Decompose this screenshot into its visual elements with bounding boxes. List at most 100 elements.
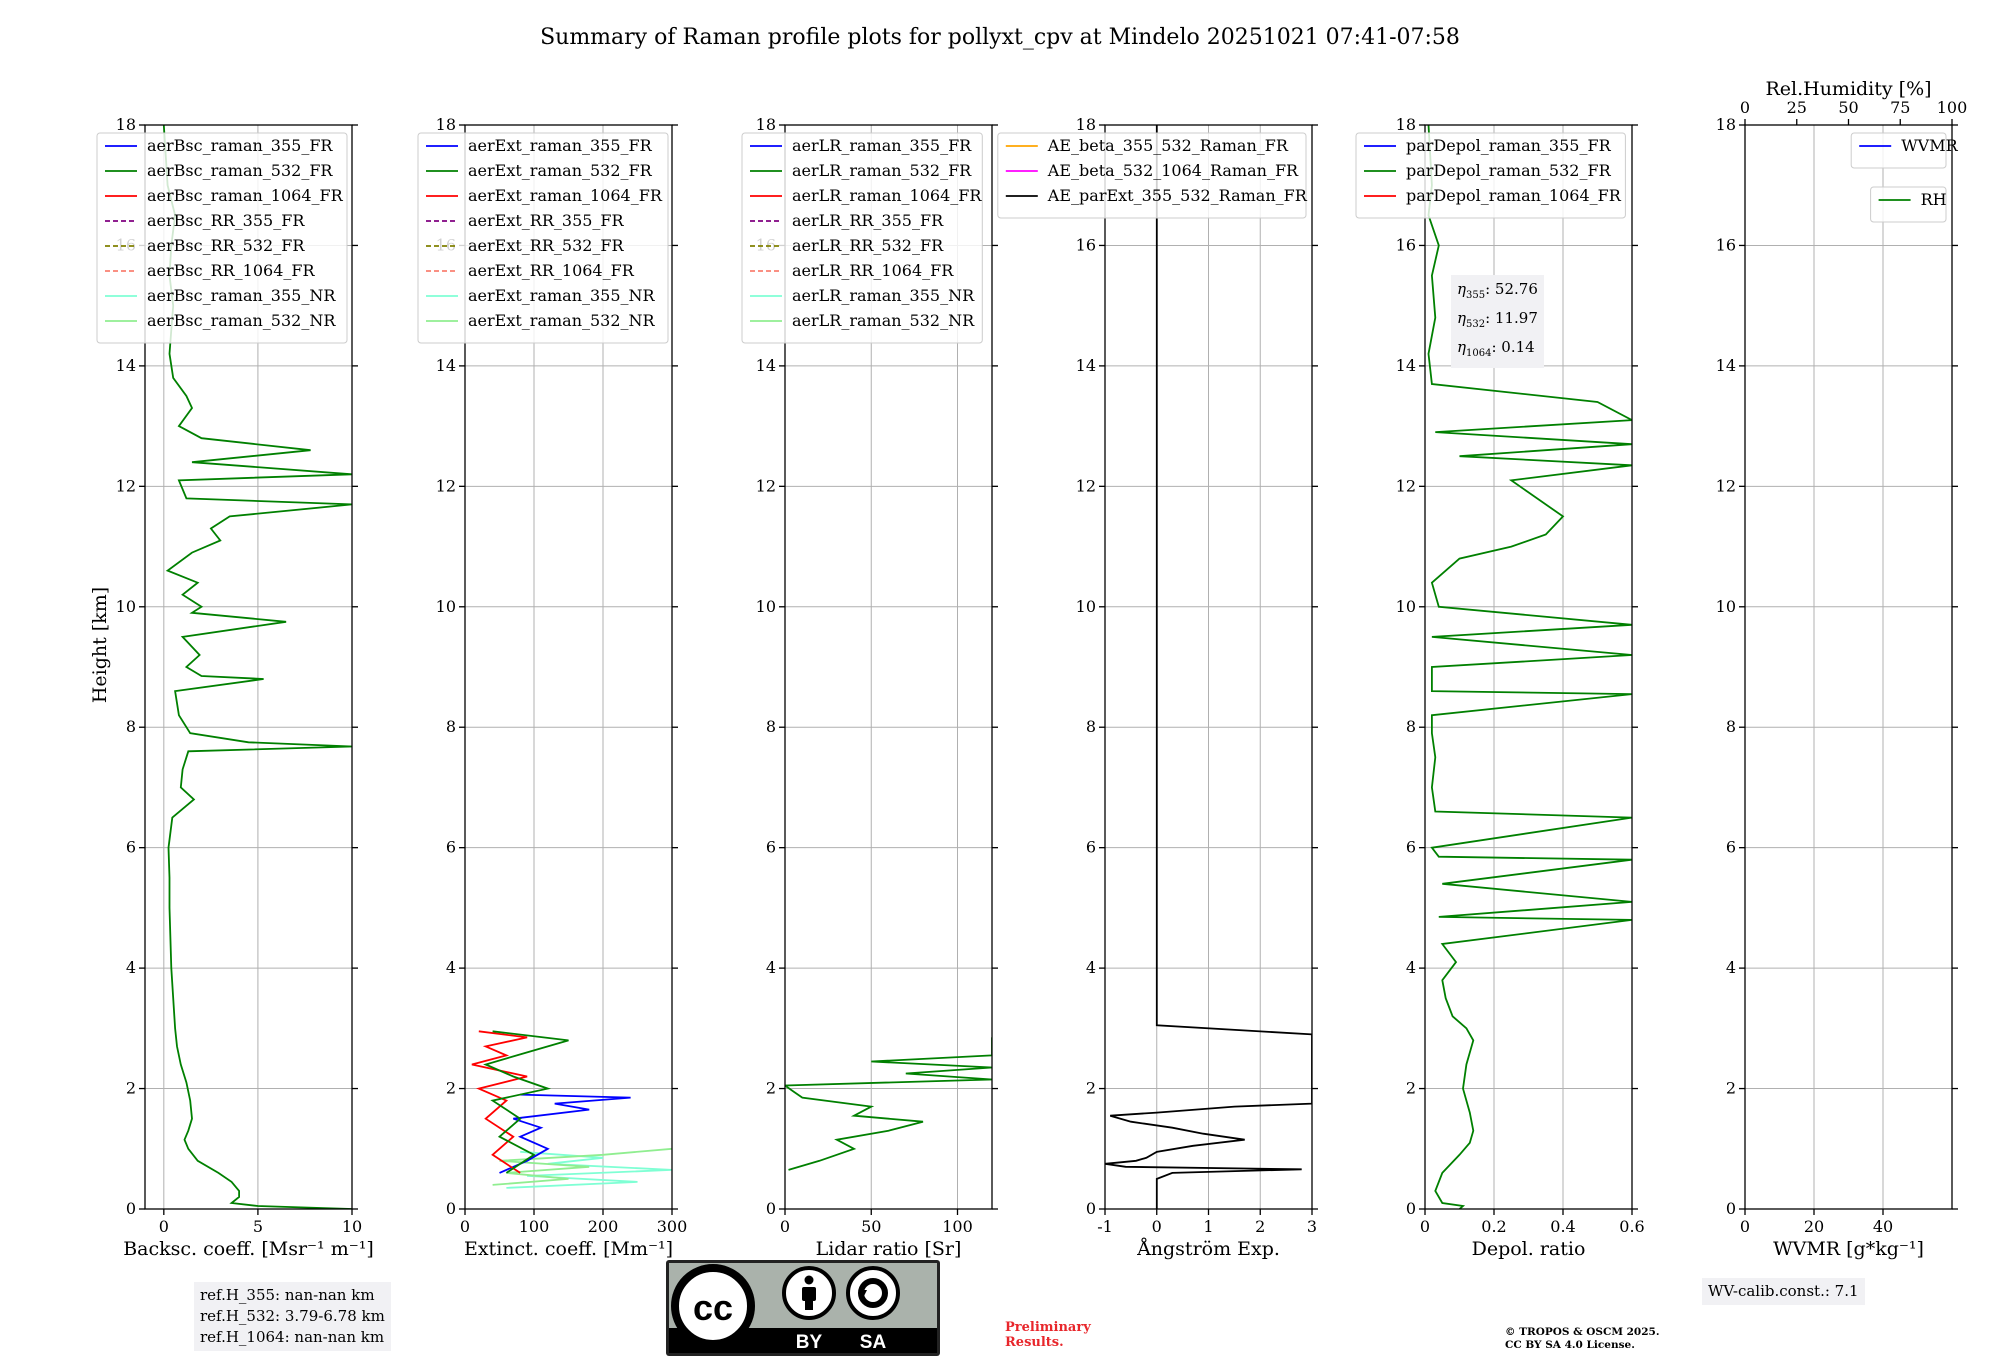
legend-label: aerLR_raman_532_FR	[792, 161, 972, 180]
y-tick-label: 0	[446, 1199, 456, 1218]
height-axis-label: Height [km]	[89, 587, 111, 703]
legend: aerLR_raman_355_FR aerLR_raman_532_FR aerL…	[741, 132, 983, 344]
legend: AE_beta_355_532_Raman_FR AE_beta_532_1064…	[997, 132, 1308, 219]
legend-label: WVMR	[1901, 136, 1958, 155]
y-tick-label: 10	[1716, 597, 1736, 616]
y-tick-label: 12	[756, 476, 776, 495]
legend-label: aerBsc_raman_1064_FR	[147, 186, 344, 205]
x-tick-label: 0	[460, 1217, 470, 1236]
sa-label: SA	[860, 1332, 887, 1353]
top-tick-label: 100	[1937, 98, 1968, 117]
series-line-aerExt_raman_532_FR	[483, 1030, 569, 1174]
y-tick-label: 4	[1086, 958, 1096, 977]
legend-box	[417, 132, 669, 344]
x-tick-label: 100	[942, 1217, 973, 1236]
y-tick-label: 10	[1396, 597, 1416, 616]
x-tick-label: 5	[253, 1217, 263, 1236]
legend-label: parDepol_raman_532_FR	[1406, 161, 1612, 180]
wv-calib-box: WV-calib.const.: 7.1	[1702, 1278, 1865, 1305]
legend-label: aerLR_RR_1064_FR	[792, 261, 954, 280]
y-tick-label: 14	[756, 356, 776, 375]
y-tick-label: 16	[1076, 235, 1096, 254]
y-tick-label: 2	[446, 1079, 456, 1098]
legend-label: aerExt_RR_532_FR	[468, 236, 625, 255]
y-tick-label: 10	[116, 597, 136, 616]
series-line-aerExt_raman_355_FR	[499, 1093, 631, 1174]
y-tick-label: 18	[436, 115, 456, 134]
y-tick-label: 14	[1716, 356, 1736, 375]
top-tick-label: 75	[1890, 98, 1910, 117]
legend-label: AE_parExt_355_532_Raman_FR	[1047, 186, 1308, 205]
x-tick-label: 0	[1420, 1217, 1430, 1236]
legend-label: aerExt_raman_1064_FR	[468, 186, 663, 205]
legend-label: aerExt_raman_532_FR	[468, 161, 653, 180]
eta-532: η532: 11.97	[1457, 309, 1538, 330]
ref-height-532: ref.H_532: 3.79-6.78 km	[200, 1307, 385, 1325]
y-tick-label: 0	[1086, 1199, 1096, 1218]
y-tick-label: 4	[446, 958, 456, 977]
y-tick-label: 2	[1086, 1079, 1096, 1098]
y-tick-label: 10	[756, 597, 776, 616]
y-tick-label: 2	[1726, 1079, 1736, 1098]
series-line-aerBsc_raman_532_FR	[162, 125, 352, 1209]
y-tick-label: 8	[446, 717, 456, 736]
legend: parDepol_raman_355_FR parDepol_raman_532_…	[1355, 132, 1626, 219]
legend-label: AE_beta_532_1064_Raman_FR	[1047, 161, 1299, 180]
x-tick-label: -1	[1097, 1217, 1113, 1236]
y-tick-label: 16	[1396, 235, 1416, 254]
y-tick-label: 0	[766, 1199, 776, 1218]
plot-frame	[1424, 124, 1633, 1210]
legend-box	[96, 132, 348, 344]
x-tick-label: 1	[1203, 1217, 1213, 1236]
svg-text:cc: cc	[693, 1287, 733, 1328]
x-tick-label: 10	[342, 1217, 362, 1236]
y-tick-label: 4	[1726, 958, 1736, 977]
y-tick-label: 8	[126, 717, 136, 736]
chart-panel-1: 0246810121416180510Backsc. coeff. [Msr⁻¹…	[96, 115, 374, 1260]
x-axis-label: Extinct. coeff. [Mm⁻¹]	[464, 1238, 673, 1260]
legend-label: aerLR_raman_355_FR	[792, 136, 972, 155]
legend-label: aerBsc_RR_1064_FR	[147, 261, 316, 280]
legend-label: aerBsc_RR_532_FR	[147, 236, 305, 255]
plot-frame	[1744, 124, 1953, 1210]
y-tick-label: 0	[126, 1199, 136, 1218]
x-axis-label: Backsc. coeff. [Msr⁻¹ m⁻¹]	[123, 1238, 374, 1260]
legend-label: aerLR_raman_532_NR	[792, 311, 975, 330]
legend-label: aerExt_RR_1064_FR	[468, 261, 635, 280]
y-tick-label: 18	[1076, 115, 1096, 134]
x-axis-label: Lidar ratio [Sr]	[816, 1238, 962, 1260]
ref-height-1064: ref.H_1064: nan-nan km	[200, 1328, 385, 1346]
legend-label: aerLR_RR_355_FR	[792, 211, 944, 230]
y-tick-label: 10	[1076, 597, 1096, 616]
x-tick-label: 40	[1873, 1217, 1893, 1236]
legend: aerExt_raman_355_FR aerExt_raman_532_FRae…	[417, 132, 669, 344]
top-axis-label: Rel.Humidity [%]	[1765, 78, 1931, 100]
x-tick-label: 20	[1804, 1217, 1824, 1236]
legend: WVMR	[1850, 132, 1959, 169]
y-tick-label: 2	[766, 1079, 776, 1098]
y-tick-label: 6	[446, 838, 456, 857]
legend-label: RH	[1921, 190, 1947, 209]
legend-label: aerExt_RR_355_FR	[468, 211, 625, 230]
y-tick-label: 12	[1076, 476, 1096, 495]
top-tick-label: 25	[1787, 98, 1807, 117]
legend-rh: RH	[1870, 186, 1947, 223]
series-line-aerExt_raman_532_NR	[492, 1147, 672, 1186]
x-tick-label: 0	[780, 1217, 790, 1236]
series-line-aerExt_raman_1064_FR	[471, 1030, 528, 1174]
y-tick-label: 12	[1396, 476, 1416, 495]
chart-panel-3: 024681012141618050100Lidar ratio [Sr]aer…	[741, 115, 998, 1260]
y-tick-label: 16	[1716, 235, 1736, 254]
eta-1064: η1064: 0.14	[1457, 338, 1535, 359]
y-tick-label: 18	[756, 115, 776, 134]
plot-frame	[144, 124, 353, 1210]
y-tick-label: 14	[1396, 356, 1416, 375]
chart-panel-2: 0246810121416180100200300Extinct. coeff.…	[417, 115, 687, 1260]
plot-frame	[464, 124, 673, 1210]
y-tick-label: 10	[436, 597, 456, 616]
y-tick-label: 6	[1086, 838, 1096, 857]
legend-box	[1355, 132, 1626, 219]
y-tick-label: 14	[116, 356, 136, 375]
